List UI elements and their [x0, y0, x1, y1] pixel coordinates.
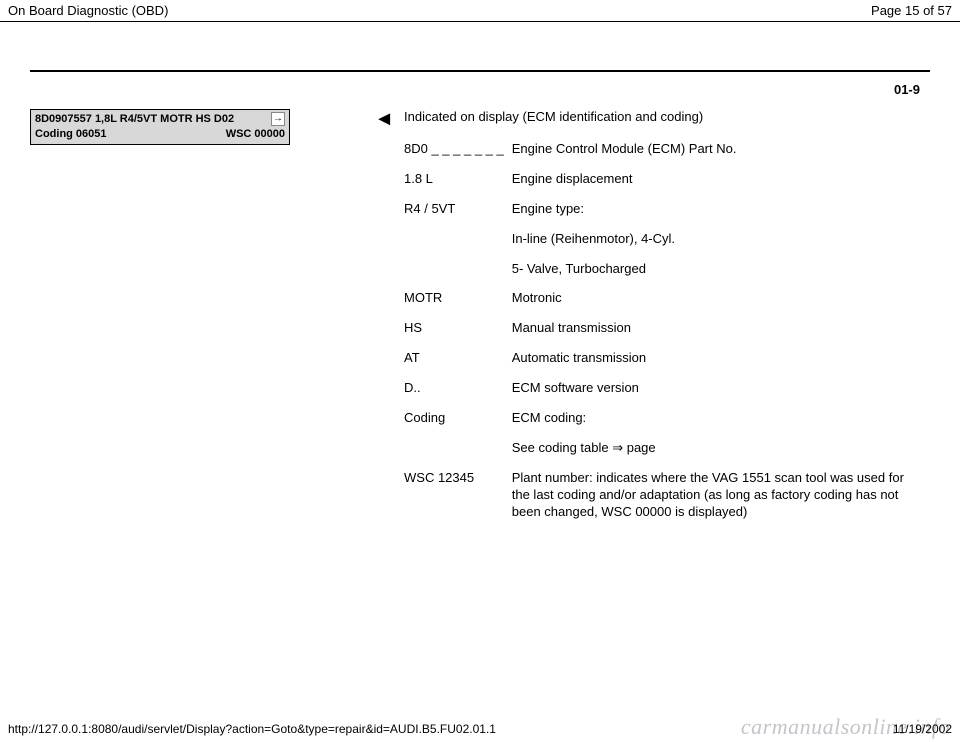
desc-cell: Plant number: indicates where the VAG 15…: [512, 463, 930, 526]
footer-date: 11/19/2002: [893, 722, 952, 736]
desc-cell: Manual transmission: [512, 314, 930, 344]
desc-cell: ECM software version: [512, 374, 930, 404]
table-row: R4 / 5VTEngine type:: [404, 194, 930, 224]
desc-cell: Engine displacement: [512, 164, 930, 194]
table-row: CodingECM coding:: [404, 404, 930, 434]
table-row: WSC 12345Plant number: indicates where t…: [404, 463, 930, 526]
desc-cell: In-line (Reihenmotor), 4-Cyl.: [512, 224, 930, 254]
definition-table: 8D0 _ _ _ _ _ _ _Engine Control Module (…: [404, 134, 930, 526]
code-cell: [404, 224, 512, 254]
desc-cell: Motronic: [512, 284, 930, 314]
ecm-display-box: 8D0907557 1,8L R4/5VT MOTR HS D02 → Codi…: [30, 109, 290, 145]
code-cell: Coding: [404, 404, 512, 434]
code-cell: AT: [404, 344, 512, 374]
code-cell: HS: [404, 314, 512, 344]
code-cell: 1.8 L: [404, 164, 512, 194]
display-line1: 8D0907557 1,8L R4/5VT MOTR HS D02: [35, 113, 234, 125]
table-row: See coding table ⇒ page: [404, 433, 930, 463]
code-cell: WSC 12345: [404, 463, 512, 526]
header-title: On Board Diagnostic (OBD): [8, 3, 168, 18]
code-cell: 8D0 _ _ _ _ _ _ _: [404, 135, 512, 165]
desc-cell: See coding table ⇒ page: [512, 433, 930, 463]
code-cell: MOTR: [404, 284, 512, 314]
desc-cell: 5- Valve, Turbocharged: [512, 254, 930, 284]
table-row: D..ECM software version: [404, 374, 930, 404]
desc-cell: ECM coding:: [512, 404, 930, 434]
code-cell: [404, 254, 512, 284]
pointer-left-icon: ◄: [374, 109, 394, 129]
table-row: 8D0 _ _ _ _ _ _ _Engine Control Module (…: [404, 135, 930, 165]
desc-cell: Automatic transmission: [512, 344, 930, 374]
code-cell: [404, 433, 512, 463]
display-wsc: WSC 00000: [226, 128, 285, 140]
desc-cell: Engine Control Module (ECM) Part No.: [512, 135, 930, 165]
footer-url: http://127.0.0.1:8080/audi/servlet/Displ…: [8, 722, 496, 736]
table-row: 5- Valve, Turbocharged: [404, 254, 930, 284]
section-heading: Indicated on display (ECM identification…: [404, 109, 930, 124]
code-cell: R4 / 5VT: [404, 194, 512, 224]
desc-cell: Engine type:: [512, 194, 930, 224]
section-number: 01-9: [30, 82, 930, 97]
arrow-right-icon: →: [271, 112, 285, 126]
table-row: HSManual transmission: [404, 314, 930, 344]
table-row: MOTRMotronic: [404, 284, 930, 314]
table-row: In-line (Reihenmotor), 4-Cyl.: [404, 224, 930, 254]
table-row: ATAutomatic transmission: [404, 344, 930, 374]
display-coding: Coding 06051: [35, 128, 107, 140]
divider: [30, 70, 930, 72]
code-cell: D..: [404, 374, 512, 404]
header-page-label: Page 15 of 57: [871, 3, 952, 18]
table-row: 1.8 LEngine displacement: [404, 164, 930, 194]
